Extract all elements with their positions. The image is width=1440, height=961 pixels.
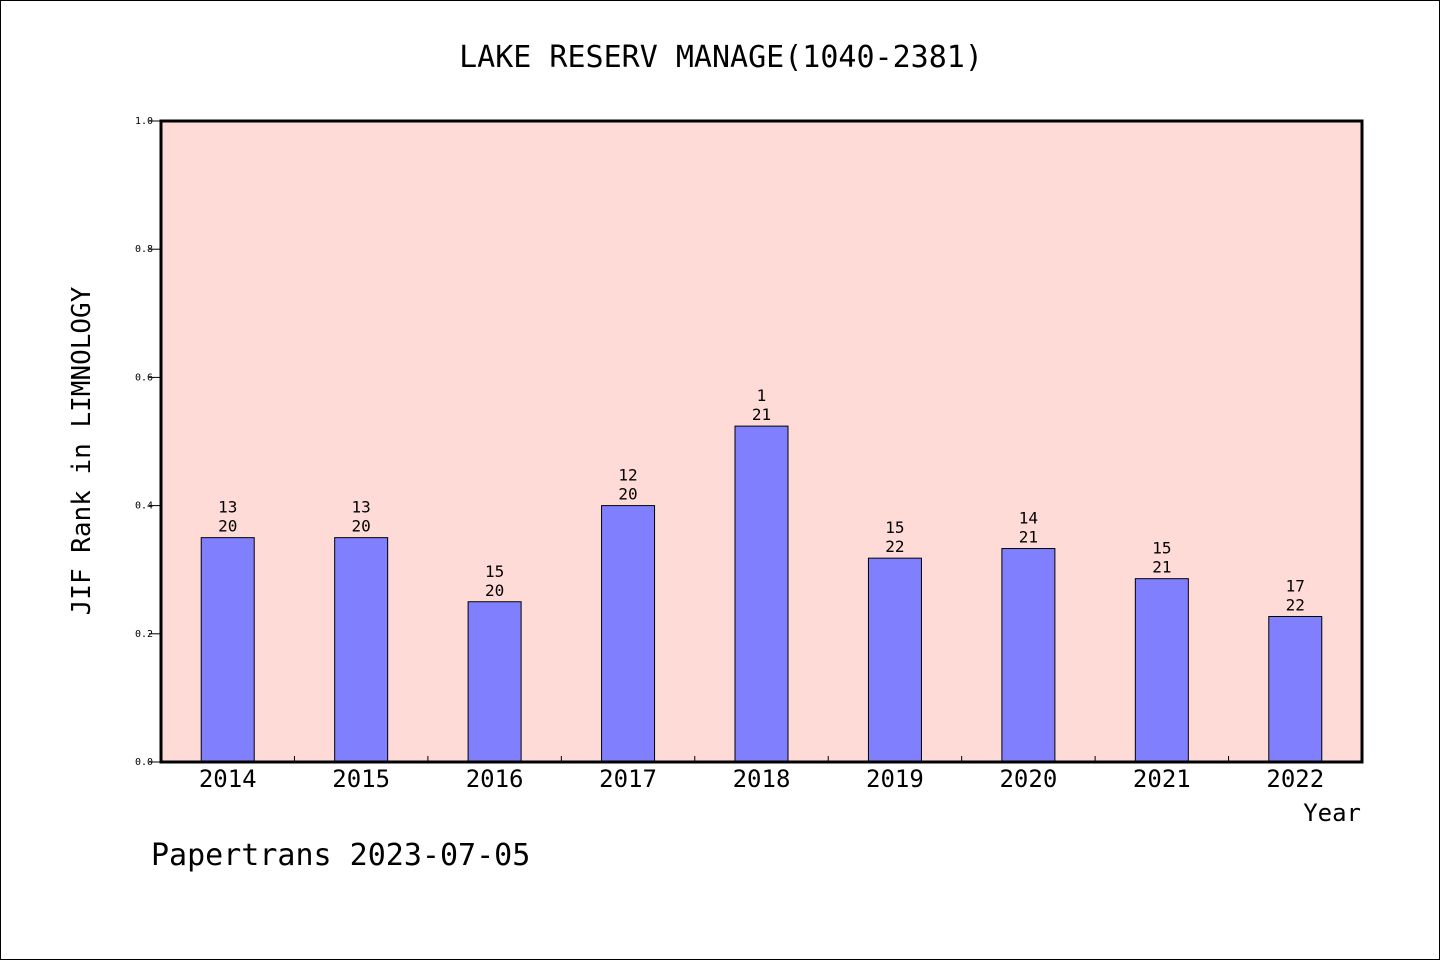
bar-total-label: 22 xyxy=(885,537,904,556)
x-tick-label: 2015 xyxy=(332,765,390,793)
x-tick-label: 2014 xyxy=(199,765,257,793)
x-tick-label: 2019 xyxy=(866,765,924,793)
bar-rank-label: 13 xyxy=(218,498,237,517)
bar-total-label: 21 xyxy=(752,405,771,424)
bar-2014 xyxy=(200,537,255,763)
bar-rank-label: 1 xyxy=(757,386,767,405)
y-tick-label: 0.4 xyxy=(135,501,153,512)
x-tick-label: 2022 xyxy=(1266,765,1324,793)
bar-rank-label: 12 xyxy=(618,466,637,485)
bar-rank-label: 17 xyxy=(1286,576,1305,595)
bar-2016 xyxy=(467,601,522,763)
bar-2022 xyxy=(1268,615,1323,763)
chart-title: LAKE RESERV MANAGE(1040-2381) xyxy=(459,40,983,75)
bar-total-label: 20 xyxy=(218,517,237,536)
y-axis-label: JIF Rank in LIMNOLOGY xyxy=(67,286,97,615)
y-axis: 0.0 0.2 0.4 0.6 0.8 1.0 xyxy=(135,116,161,768)
bar-total-label: 22 xyxy=(1286,595,1305,614)
x-tick-label: 2017 xyxy=(599,765,657,793)
bar-total-label: 21 xyxy=(1152,558,1171,577)
x-axis-label: Year xyxy=(1303,799,1361,827)
bar-2021 xyxy=(1134,578,1189,763)
bar-2015 xyxy=(334,537,389,763)
bar-rank-label: 15 xyxy=(1152,539,1171,558)
y-tick-label: 0.2 xyxy=(135,629,153,640)
bar-total-label: 20 xyxy=(618,485,637,504)
bar-2019 xyxy=(867,557,922,763)
x-tick-label: 2018 xyxy=(733,765,791,793)
bar-rank-label: 13 xyxy=(352,498,371,517)
bar-total-label: 20 xyxy=(352,517,371,536)
y-tick-label: 0.0 xyxy=(135,757,153,768)
bar-total-label: 21 xyxy=(1019,528,1038,547)
x-tick-label: 2021 xyxy=(1133,765,1191,793)
footer-text: Papertrans 2023-07-05 xyxy=(151,838,530,873)
bar-rank-label: 15 xyxy=(885,518,904,537)
plot-border xyxy=(159,119,1364,764)
bar-2018 xyxy=(734,425,789,763)
x-axis: 2014 2015 2016 2017 2018 2019 2020 2021 2022 xyxy=(199,756,1324,793)
y-tick-label: 0.8 xyxy=(135,244,153,255)
y-tick-label: 0.6 xyxy=(135,372,153,383)
y-tick-label: 1.0 xyxy=(135,116,153,127)
bar-2020 xyxy=(1001,548,1056,763)
x-tick-label: 2016 xyxy=(466,765,524,793)
bar-rank-label: 15 xyxy=(485,562,504,581)
bar-rank-label: 14 xyxy=(1019,509,1038,528)
bar-2017 xyxy=(601,505,656,763)
bar-total-label: 20 xyxy=(485,581,504,600)
x-tick-label: 2020 xyxy=(999,765,1057,793)
